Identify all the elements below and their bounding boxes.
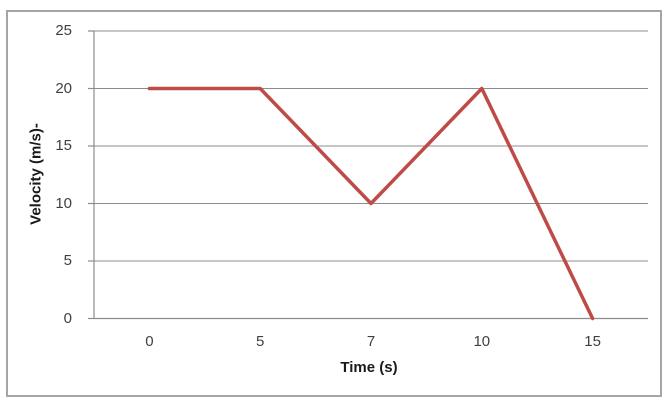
y-tick-label: 25 [55, 22, 72, 39]
x-tick-label: 10 [473, 333, 491, 350]
y-tick-label: 5 [63, 252, 72, 269]
y-tick-label: 0 [63, 309, 72, 327]
y-tick-label: 15 [55, 137, 72, 154]
series-line-velocity [147, 86, 595, 321]
x-tick-label: 5 [256, 333, 265, 350]
chart-frame: 0 5 10 15 20 25 0 5 7 10 15 Velocity (m/s)- Time (… [6, 10, 662, 397]
y-tick-label: 20 [55, 79, 72, 97]
x-tick-label: 7 [366, 333, 376, 350]
y-axis-title: Velocity (m/s)- [27, 123, 45, 225]
x-tick-label: 0 [145, 333, 154, 350]
x-axis-title: Time (s) [340, 359, 398, 376]
plot-area [88, 30, 648, 321]
y-tick-label: 10 [55, 194, 72, 212]
x-tick-label: 15 [584, 333, 601, 350]
